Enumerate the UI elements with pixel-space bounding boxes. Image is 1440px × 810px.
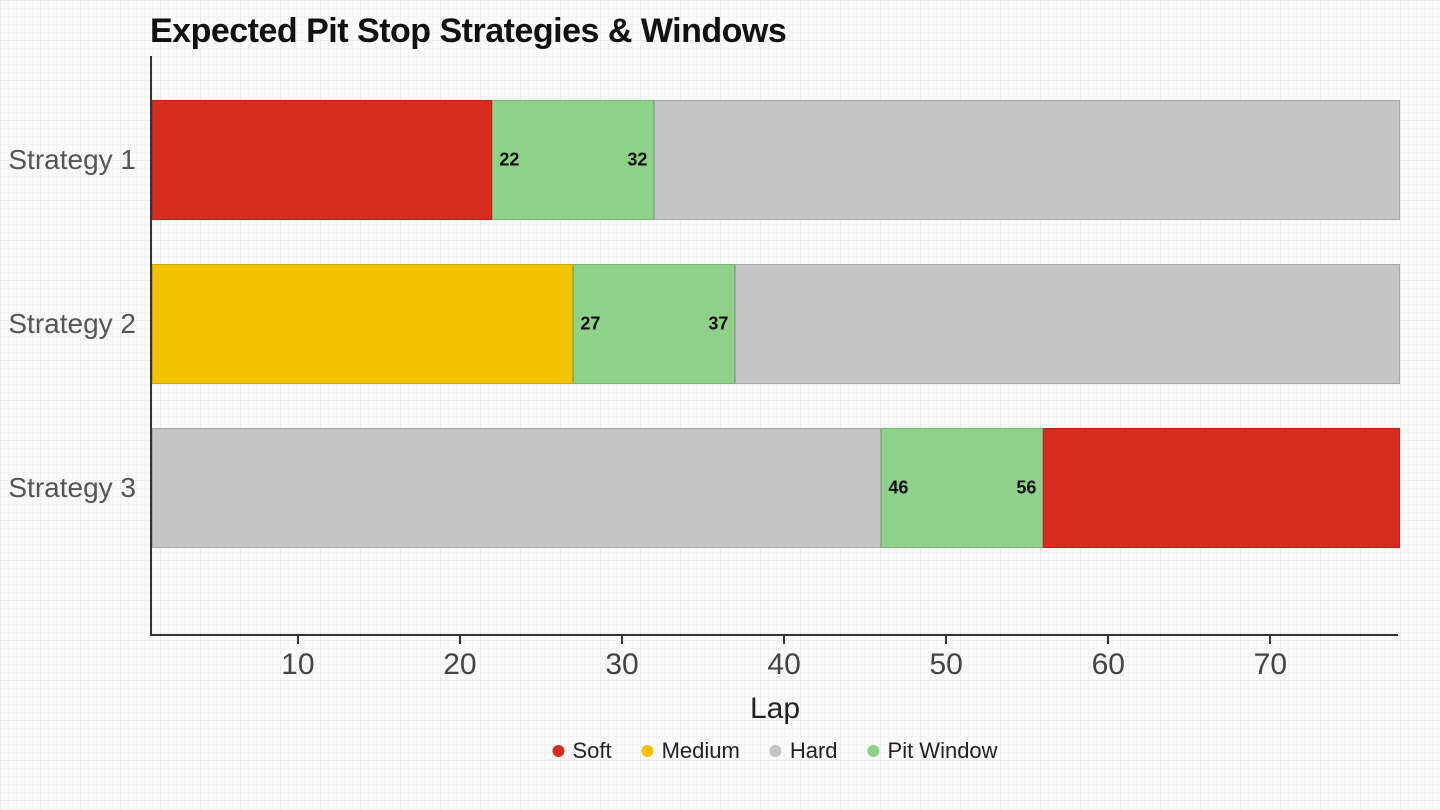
chart-title: Expected Pit Stop Strategies & Windows <box>150 12 786 51</box>
xaxis-tick <box>1107 634 1109 644</box>
pit-window-end-label: 32 <box>627 150 647 171</box>
stint-segment <box>735 264 1400 384</box>
pit-window-segment: 22 32 <box>492 100 654 220</box>
xaxis-tick-label: 10 <box>281 648 314 682</box>
pit-window-segment: 46 56 <box>881 428 1043 548</box>
xaxis-tick-label: 60 <box>1092 648 1125 682</box>
legend-item: Hard <box>770 738 838 764</box>
legend-swatch <box>770 745 782 757</box>
xaxis-tick-label: 30 <box>605 648 638 682</box>
pit-window-start-label: 22 <box>499 150 519 171</box>
xaxis-tick <box>783 634 785 644</box>
xaxis-tick-label: 70 <box>1254 648 1287 682</box>
legend-item: Medium <box>642 738 740 764</box>
legend-swatch <box>868 745 880 757</box>
pit-window-end-label: 56 <box>1016 478 1036 499</box>
stint-segment <box>1043 428 1400 548</box>
legend-label: Hard <box>790 738 838 764</box>
strategy-label: Strategy 2 <box>8 308 136 340</box>
plot-area: Lap SoftMediumHardPit Window 10203040506… <box>150 56 1398 636</box>
strategy-row: Strategy 12232 <box>152 100 1398 220</box>
pit-window-start-label: 46 <box>888 478 908 499</box>
strategy-label: Strategy 1 <box>8 144 136 176</box>
legend-swatch <box>552 745 564 757</box>
xaxis-tick <box>621 634 623 644</box>
strategy-row: Strategy 34656 <box>152 428 1398 548</box>
legend: Soft Medium Hard Pit Window <box>552 738 997 764</box>
legend-label: Medium <box>662 738 740 764</box>
xaxis-title: Lap <box>750 692 800 726</box>
xaxis-tick <box>297 634 299 644</box>
xaxis-tick <box>945 634 947 644</box>
xaxis-tick-label: 40 <box>767 648 800 682</box>
stint-segment <box>654 100 1400 220</box>
pit-window-start-label: 27 <box>580 314 600 335</box>
pit-strategy-chart: Expected Pit Stop Strategies & Windows L… <box>0 0 1440 810</box>
legend-label: Soft <box>572 738 611 764</box>
xaxis-tick <box>1269 634 1271 644</box>
xaxis-tick <box>459 634 461 644</box>
stint-segment <box>152 100 492 220</box>
legend-label: Pit Window <box>888 738 998 764</box>
strategy-row: Strategy 22737 <box>152 264 1398 384</box>
stint-segment <box>152 264 573 384</box>
legend-item: Soft <box>552 738 611 764</box>
xaxis-tick-label: 50 <box>929 648 962 682</box>
pit-window-end-label: 37 <box>708 314 728 335</box>
strategy-label: Strategy 3 <box>8 472 136 504</box>
legend-item: Pit Window <box>868 738 998 764</box>
xaxis-tick-label: 20 <box>443 648 476 682</box>
pit-window-segment: 27 37 <box>573 264 735 384</box>
stint-segment <box>152 428 881 548</box>
legend-swatch <box>642 745 654 757</box>
